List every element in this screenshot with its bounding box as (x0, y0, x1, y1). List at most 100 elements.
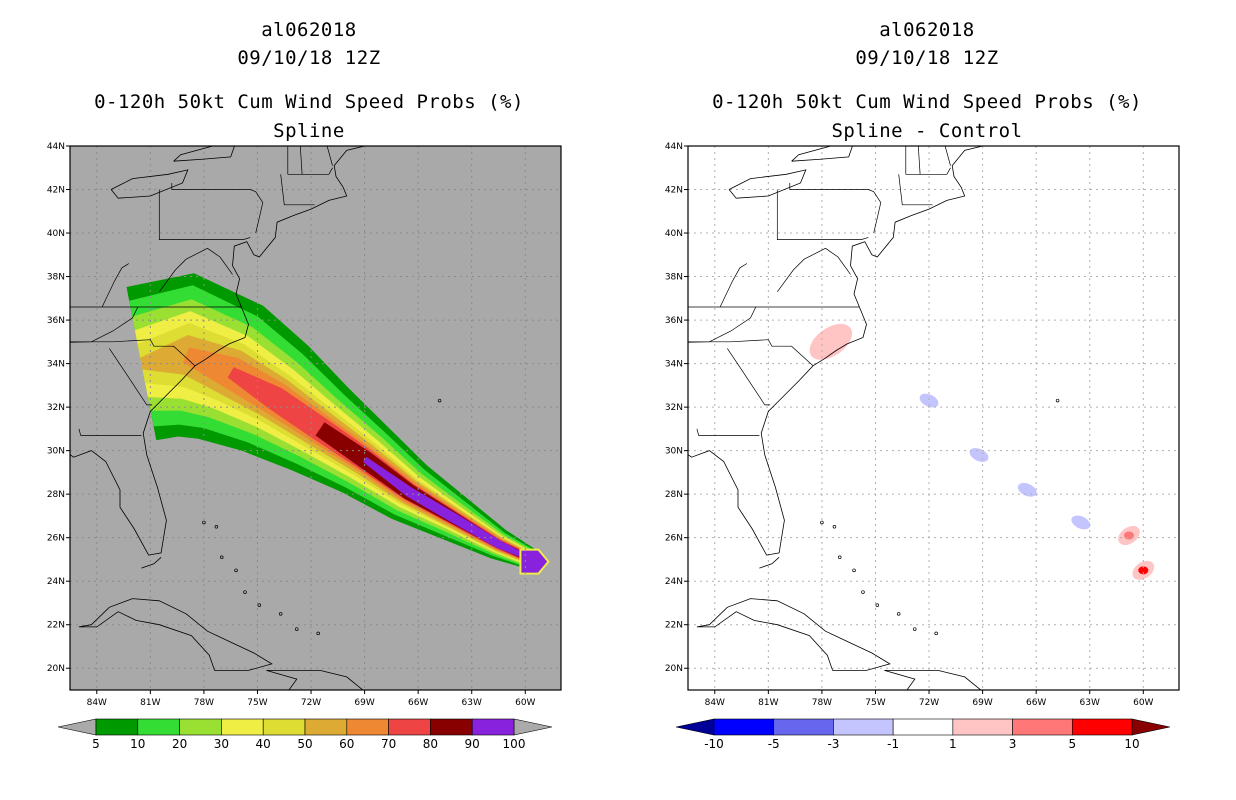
colorbar-label: 90 (465, 737, 480, 751)
state-border (171, 183, 264, 234)
colorbar-0: 5 10 20 30 40 50 60 70 80 90 100 (57, 718, 553, 751)
x-tick-label: 72W (301, 698, 321, 708)
y-tick-label: 28N (665, 490, 683, 500)
state-border (78, 428, 142, 436)
x-tick-label: 75W (865, 698, 885, 708)
lake-outline (728, 169, 807, 199)
map-overlay-0: 20N 22N 24N 26N 28N 30N 32N 34N 36N 38N 40N 42N 44N 8… (47, 142, 562, 708)
map-overlay-1: 20N 22N 24N 26N 28N 30N 32N 34N 36N 38N 40N 42N 44N 8… (665, 142, 1180, 708)
state-border (70, 339, 196, 367)
island (838, 555, 842, 560)
lake-outline (110, 169, 189, 199)
colorbar-segment (833, 718, 894, 736)
island (316, 631, 320, 636)
colorbar-label: 10 (130, 737, 145, 751)
right-title-date: 09/10/18 12Z (855, 47, 999, 69)
island (934, 631, 938, 636)
y-tick-label: 44N (665, 142, 683, 152)
colorbar-segment (346, 718, 389, 736)
colorbar-label: 40 (256, 737, 271, 751)
prob-band-80 (315, 422, 536, 564)
state-border (944, 146, 951, 166)
y-tick-label: 30N (47, 447, 65, 457)
map-border (687, 145, 1180, 691)
state-border (905, 167, 951, 175)
colorbar-high-triangle (513, 718, 553, 736)
y-tick-label: 30N (665, 447, 683, 457)
y-tick-label: 22N (665, 621, 683, 631)
right-title-method: Spline - Control (831, 120, 1023, 142)
colorbar-label: 60 (339, 737, 354, 751)
island (832, 525, 837, 529)
coastline-hispaniola (266, 670, 364, 690)
colorbar-segment (221, 718, 264, 736)
island (896, 612, 901, 616)
island (278, 612, 283, 616)
y-tick-label: 32N (47, 403, 65, 413)
x-tick-label: 66W (408, 698, 428, 708)
coastline-florida-keys (759, 557, 780, 569)
colorbar-label: -1 (887, 737, 899, 751)
colorbar-label: 70 (381, 737, 396, 751)
difference-contours (809, 323, 1155, 580)
island (243, 590, 247, 594)
colorbar-label: 10 (1124, 737, 1139, 751)
island (214, 525, 219, 529)
prob-band-90 (362, 456, 535, 563)
colorbar-label: 1 (949, 737, 957, 751)
colorbar-label: 5 (92, 737, 100, 751)
colorbar-segment (713, 718, 775, 736)
anomaly-negative (1071, 515, 1091, 530)
state-border (158, 189, 251, 240)
state-border (287, 167, 333, 175)
x-tick-label: 69W (354, 698, 374, 708)
y-tick-label: 38N (47, 273, 65, 283)
right-title-id: al062018 (879, 19, 975, 41)
colorbar-label: -3 (827, 737, 839, 751)
y-tick-label: 42N (665, 186, 683, 196)
colorbar-segment (773, 718, 834, 736)
anomaly-negative (969, 448, 989, 462)
y-tick-label: 38N (665, 273, 683, 283)
y-tick-label: 44N (47, 142, 65, 152)
state-border (917, 146, 921, 175)
y-tick-label: 20N (47, 664, 65, 674)
state-border (299, 146, 303, 175)
island (861, 590, 865, 594)
x-tick-label: 69W (972, 698, 992, 708)
left-title-id: al062018 (261, 19, 357, 41)
colorbar-segment (179, 718, 222, 736)
island (852, 568, 856, 573)
x-tick-label: 66W (1026, 698, 1046, 708)
island (295, 627, 299, 631)
y-tick-label: 40N (665, 229, 683, 239)
right-map-chart: 20N 22N 24N 26N 28N 30N 32N 34N 36N 38N 40N 42N 44N 8… (665, 142, 1180, 751)
island (234, 568, 238, 573)
storm-end-marker (519, 548, 550, 575)
state-border (727, 348, 771, 406)
island (1055, 398, 1060, 403)
y-tick-label: 42N (47, 186, 65, 196)
colorbar-label: 80 (423, 737, 438, 751)
y-tick-label: 24N (665, 577, 683, 587)
coastline-east (688, 146, 984, 556)
map-background (688, 146, 1179, 690)
colorbar-segment (137, 718, 180, 736)
state-border (109, 348, 153, 406)
colorbar-segment (952, 718, 1013, 736)
y-tick-label: 36N (47, 316, 65, 326)
left-title-product: 0-120h 50kt Cum Wind Speed Probs (%) (94, 91, 524, 113)
colorbar-low-triangle (675, 718, 715, 736)
y-tick-label: 26N (47, 534, 65, 544)
state-border (696, 428, 760, 436)
y-tick-label: 28N (47, 490, 65, 500)
x-tick-label: 75W (247, 698, 267, 708)
x-tick-label: 60W (515, 698, 535, 708)
island (257, 603, 262, 607)
probability-contours (126, 273, 550, 575)
state-border (280, 174, 315, 206)
colorbar-1: -10 -5 -3 -1 1 3 5 10 (675, 718, 1171, 751)
y-tick-label: 22N (47, 621, 65, 631)
colorbar-label: -5 (768, 737, 780, 751)
left-map-chart: 20N 22N 24N 26N 28N 30N 32N 34N 36N 38N 40N 42N 44N 8… (47, 142, 562, 751)
